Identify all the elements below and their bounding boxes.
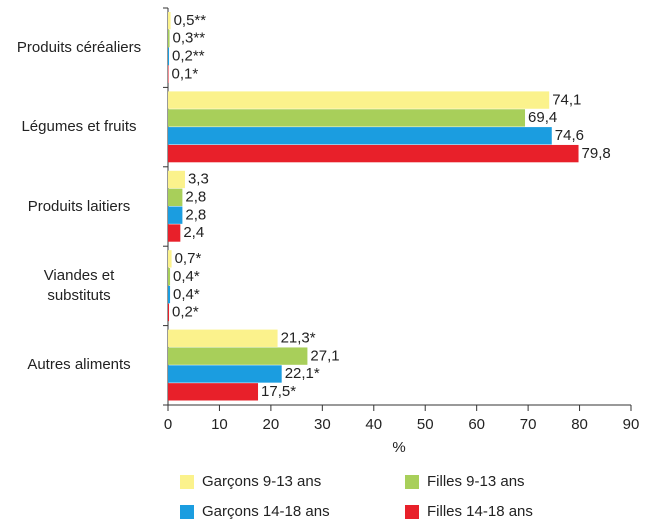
value-label: 2,8 xyxy=(185,206,206,223)
x-tick-label: 30 xyxy=(314,416,331,433)
bar xyxy=(168,268,171,286)
bar xyxy=(168,127,552,145)
value-label: 17,5* xyxy=(261,383,296,400)
legend-label: Garçons 9-13 ans xyxy=(202,473,321,490)
x-tick-label: 80 xyxy=(571,416,588,433)
bar xyxy=(168,144,579,163)
value-label: 0,3** xyxy=(173,30,206,47)
x-tick-label: 70 xyxy=(520,416,537,433)
y-tick-label: Légumes et fruits xyxy=(21,118,137,136)
legend-label: Filles 9-13 ans xyxy=(427,473,525,490)
bar xyxy=(168,250,172,268)
value-label: 27,1 xyxy=(310,347,339,364)
value-label: 21,3* xyxy=(281,329,316,346)
value-label: 74,6 xyxy=(555,127,584,144)
x-axis-label: % xyxy=(392,439,405,456)
bar xyxy=(168,91,550,109)
legend-label: Garçons 14-18 ans xyxy=(202,503,330,520)
bar xyxy=(168,224,181,242)
bar xyxy=(168,188,183,206)
value-label: 0,2** xyxy=(172,48,205,65)
x-tick-label: 0 xyxy=(164,416,172,433)
x-tick-label: 50 xyxy=(417,416,434,433)
value-label: 0,7* xyxy=(175,250,202,267)
y-tick-label: Produits laitiers xyxy=(27,197,131,215)
bar xyxy=(168,12,171,30)
y-tick-label: Autres aliments xyxy=(27,356,131,374)
bar xyxy=(168,206,183,224)
y-tick-label: Produits céréaliers xyxy=(16,38,142,56)
bar xyxy=(168,329,278,347)
value-label: 0,4* xyxy=(173,268,200,285)
legend-swatch xyxy=(405,475,419,489)
bar xyxy=(168,29,170,48)
value-label: 0,5** xyxy=(174,12,207,29)
value-label: 79,8 xyxy=(582,145,611,162)
bar xyxy=(168,109,526,127)
legend-swatch xyxy=(180,505,194,519)
value-label: 2,8 xyxy=(185,189,206,206)
bar xyxy=(168,285,171,304)
value-label: 3,3 xyxy=(188,171,209,188)
legend-swatch xyxy=(180,475,194,489)
legend-label: Filles 14-18 ans xyxy=(427,503,533,520)
value-label: 22,1* xyxy=(285,365,320,382)
value-label: 74,1 xyxy=(552,91,581,108)
y-tick-label: Viandes et substituts xyxy=(43,266,115,304)
bar xyxy=(168,365,282,383)
x-tick-label: 10 xyxy=(211,416,228,433)
bar xyxy=(168,170,185,189)
x-tick-label: 20 xyxy=(263,416,280,433)
bar xyxy=(168,47,170,66)
bar xyxy=(168,347,308,365)
value-label: 69,4 xyxy=(528,109,557,126)
bar xyxy=(168,65,169,83)
legend-swatch xyxy=(405,505,419,519)
value-label: 2,4 xyxy=(183,224,204,241)
bar xyxy=(168,303,170,322)
value-label: 0,2* xyxy=(172,304,199,321)
value-label: 0,4* xyxy=(173,286,200,303)
x-tick-label: 90 xyxy=(623,416,640,433)
bar xyxy=(168,383,259,401)
x-tick-label: 60 xyxy=(468,416,485,433)
x-tick-label: 40 xyxy=(365,416,382,433)
value-label: 0,1* xyxy=(172,65,199,82)
